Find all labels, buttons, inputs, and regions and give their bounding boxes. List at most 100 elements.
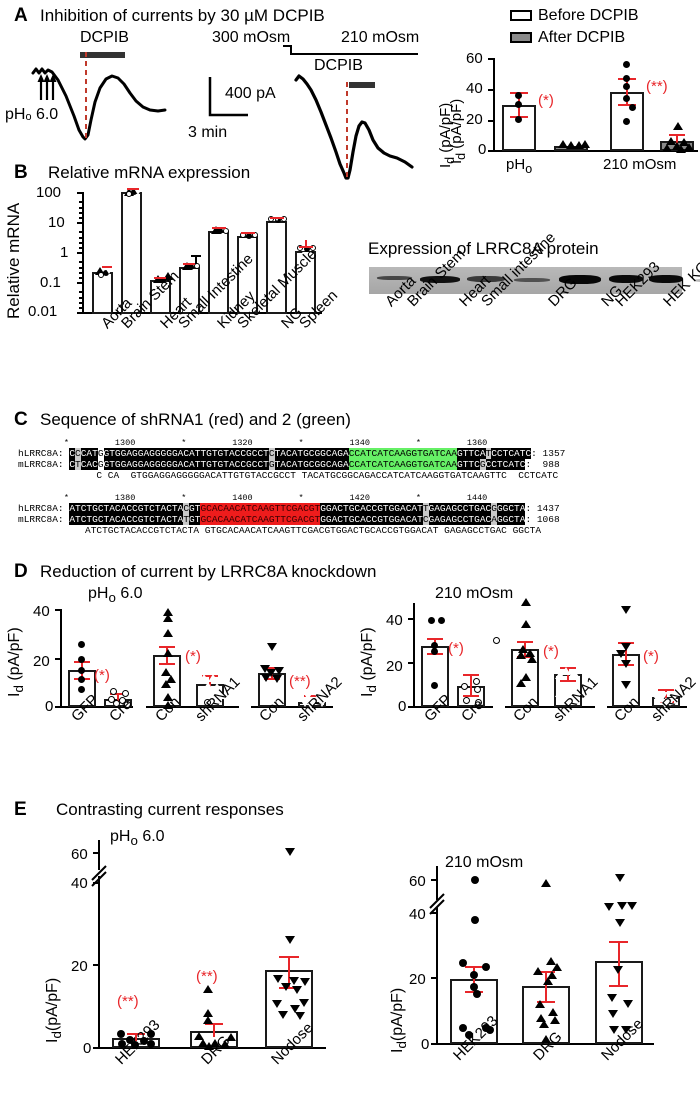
seq-end-h1: : 1357 [531,448,566,459]
seq-segment: ATCTGCTACACCGTCTACTA [69,503,184,514]
panel-a-ytick-60: 60 [466,50,483,67]
seq-segment: GGCTA [496,514,526,525]
panel-e-left-condition: pHo 6.0 [110,828,165,849]
panel-d-left-chart: pHo 6.0 Id (pA/pF) 40 20 0 (*) [0,585,346,730]
seq-segment: GTTCA [457,448,486,459]
seq-segment: G [268,459,275,470]
panel-e-left-chart: pHo 6.0 Id(pA/pF) 60 40 20 0 (**) (**) [0,828,350,1093]
bar-d-right-gfp [421,646,449,707]
panel-c-title: Sequence of shRNA1 (red) and 2 (green) [40,410,351,429]
err-mosm-before [626,78,628,106]
seq-bases-m1: CTCACGGTGGAGGAGGGGGACATTGTGTACCGCCTGTACA… [69,459,526,470]
panel-b-ytick-100: 100 [36,184,62,201]
trace2-drug-label: DCPIB [314,57,363,74]
panel-a-sig-mosm: (**) [646,78,668,95]
panel-a-xtick-pho: pHo [506,156,533,176]
seq-segment: T [485,448,492,459]
legend-swatch-before [510,10,532,22]
alignment-consensus-1: C CA GTGGAGGAGGGGGACATTGTGTACCGCCT TACAT… [85,470,559,481]
seq-bases-h2: ATCTGCTACACCGTCTACTACGTGCACAACATCAAGTTCG… [69,503,526,514]
alignment-block-1: * 1300 * 1320 * 1340 * 1360 hLRRC8A: C CC… [18,438,565,481]
panel-b-x-axis [82,312,322,314]
panel-a-ytick-0: 0 [478,141,487,158]
legend-after-dcpib: After DCPIB [510,30,625,46]
panel-a-ytick-20: 20 [466,111,483,128]
seq-bases-m2: ATCTGCTACACCGTCTACTATGTGCACAACATCAAGTTCG… [69,514,526,525]
seq-segment: GGACTGCACCGTGGACAT [320,503,423,514]
panel-a-ylabel: Id (pA/pF) [448,98,468,164]
panel-d-left-condition: pHo 6.0 [88,585,143,606]
seq-segment: CCTCATC [491,448,532,459]
seq-segment: A [491,514,497,525]
panel-e-right-axis-break-icon [429,893,445,915]
seq-segment: C [75,448,81,459]
alignment-row-h1: hLRRC8A: CCCATGGTGGAGGAGGGGGACATTGTGTACC… [18,448,565,459]
panel-e-left-sig-hek: (**) [117,993,139,1010]
seq-segment: G [97,459,104,470]
seq-segment: CAC [80,459,98,470]
seq-segment: CCTCATC [485,459,526,470]
panel-e-left-y-axis-upper [98,840,100,870]
panel-e-right-ylabel: Id(pA/pF) [389,987,410,1053]
panel-c-letter: C [14,409,28,430]
seq-bases-h1: CCCATGGTGGAGGAGGGGGACATTGTGTACCGCCTCTACA… [69,448,532,459]
panel-e-right-x-axis [436,1043,654,1045]
seq-segment: C [183,503,190,514]
panel-b-letter: B [14,162,28,183]
panel-d-left-ytick-0: 0 [45,698,54,715]
seq-name-h2: hLRRC8A: [18,503,70,514]
panel-d-left-sig-2: (*) [185,648,201,665]
seq-name-h1: hLRRC8A: [18,448,70,459]
panel-d-left-y-axis [60,609,62,707]
alignment-ruler-1: * 1300 * 1320 * 1340 * 1360 [18,438,488,448]
panel-e-right-ytick-20: 20 [409,971,426,988]
panel-e-left-ylabel: Id(pA/pF) [44,977,65,1043]
panel-d-right-sig-1: (*) [448,640,464,657]
seq-segment: T [75,459,81,470]
panel-a-bar-chart: Id (pA/pF) 60 40 20 0 (*) (**) pHo 210 m… [448,50,700,177]
trace1-condition-label: pHₒ 6.0 [5,106,59,123]
alignment-row-h2: hLRRC8A: ATCTGCTACACCGTCTACTACGTGCACAACA… [18,503,560,514]
trace2-drug-bar [349,82,375,88]
scale-horizontal-label: 3 min [188,124,228,141]
panel-e-right-condition: 210 mOsm [445,854,524,871]
seq-segment: GT [189,514,201,525]
scale-bars [208,77,248,117]
panel-a-xtick-mosm: 210 mOsm [603,156,677,173]
panel-a-letter: A [14,5,28,26]
panel-a-y-axis [493,58,495,151]
panel-d-right-sig-3: (*) [643,648,659,665]
panel-e-right-y-axis-upper [436,866,438,900]
seq-segment: GTTC [457,459,480,470]
seq-segment: GGCTA [496,503,526,514]
panel-e-right-chart: 210 mOsm Id(pA/pF) 60 40 20 0 [355,828,700,1093]
alignment-consensus-2: ATCTGCTACACCGTCTACTA GTGCACAACATCAAGTTCG… [85,525,542,536]
seq-segment: GTGGAGGAGGGGGACATTGTGTACCGCCT [103,448,269,459]
seq-end-m2: : 1068 [525,514,560,525]
err-mosm-after [676,134,678,146]
panel-e-left-ytick-40: 40 [71,875,88,892]
seq-segment: T [183,514,190,525]
panel-d-left-ylabel: Id (pA/pF) [6,627,27,697]
panel-d-left-ytick-40: 40 [33,603,50,620]
alignment-row-m2: mLRRC8A: ATCTGCTACACCGTCTACTATGTGCACAACA… [18,514,560,525]
panel-e-left-ytick-20: 20 [71,958,88,975]
panel-e-title: Contrasting current responses [56,800,284,819]
panel-d-right-condition: 210 mOsm [435,585,514,602]
seq-segment: TACATGCGGCAGA [274,448,349,459]
alignment-ruler-2: * 1380 * 1400 * 1420 * 1440 [18,493,488,503]
seq-segment: G [479,459,486,470]
panel-d-right-ytick-20: 20 [386,658,403,675]
panel-e-left-sig-drg: (**) [196,968,218,985]
panel-d-left-ytick-20: 20 [33,653,50,670]
legend-swatch-after [510,32,532,44]
seq-end-h2: : 1437 [525,503,560,514]
alignment-block-2: * 1380 * 1400 * 1420 * 1440 hLRRC8A: ATC… [18,493,560,536]
seq-segment: CAT [80,448,98,459]
panel-e-right-y-axis-lower [436,907,438,1044]
seq-segment: G [491,503,497,514]
panel-b-ytick-1: 1 [60,244,69,261]
panel-d-left-sig-1: (*) [94,667,110,684]
panel-d-right-chart: 210 mOsm Id (pA/pF) 40 20 0 (*) (*) [355,585,700,730]
seq-segment: GAGAGCCTGAC [428,503,492,514]
